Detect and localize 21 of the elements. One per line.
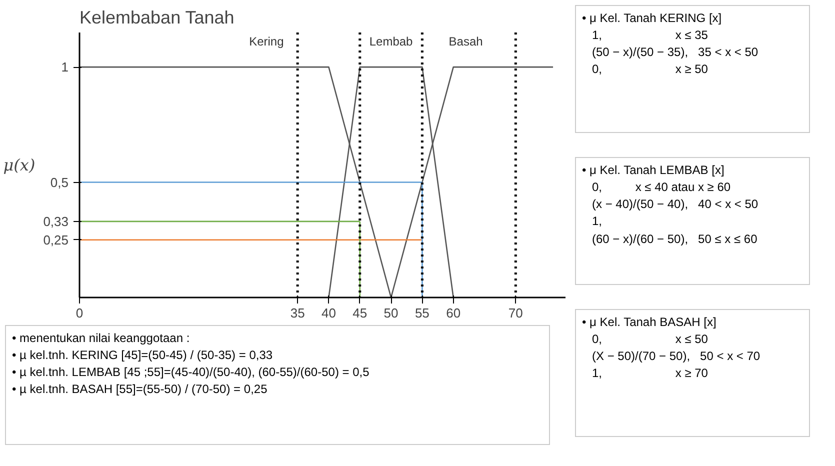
x-tick-label: 70 — [508, 306, 523, 320]
x-tick-label: 60 — [446, 306, 461, 320]
text: • μ Kel. Tanah KERING [x] 1, x ≤ 35 (50 − x)/(50 − 35), 35 < x < 50 0, x ≥ 50 — [575, 5, 810, 133]
chart-title: Kelembaban Tanah — [80, 8, 234, 28]
y-tick-label: 0,5 — [50, 174, 69, 190]
text: • menentukan nilai keanggotaan : • µ kel.tnh. KERING [45]=(50-45) / (50-35) = 0,33 • µ kel.tnh. LEMBAB [45 ;55]=(45-40)/(50-40), (60-55)/(60-50) = 0,5 • µ kel.tnh. BASAH [55]=(55-50) / (70-50) = 0,25 — [5, 325, 550, 445]
series-label: Kering — [249, 34, 284, 48]
y-tick-label: 0,33 — [43, 214, 69, 229]
x-tick-label: 40 — [322, 306, 336, 320]
text: • μ Kel. Tanah BASAH [x] 0, x ≤ 50 (X − 50)/(70 − 50), 50 < x < 70 1, x ≥ 70 — [575, 309, 810, 437]
x-tick-label: 45 — [352, 306, 368, 320]
y-tick-label: 1 — [61, 60, 69, 75]
x-tick-label: 50 — [384, 306, 398, 320]
y-axis-title: μ(x) — [3, 156, 36, 174]
series-label: Lembab — [369, 34, 414, 48]
x-tick-label: 55 — [414, 306, 430, 320]
text: • μ Kel. Tanah LEMBAB [x] 0, x ≤ 40 atau x ≥ 60 (x − 40)/(50 − 40), 40 < x < 50 1, (60 − x)/(60 − 50), 50 ≤ x ≤ 60 — [575, 157, 810, 285]
series-label: Basah — [448, 34, 483, 48]
y-tick-label: 0,25 — [43, 232, 69, 248]
x-tick-label: 0 — [76, 306, 84, 320]
x-tick-label: 35 — [290, 306, 305, 320]
